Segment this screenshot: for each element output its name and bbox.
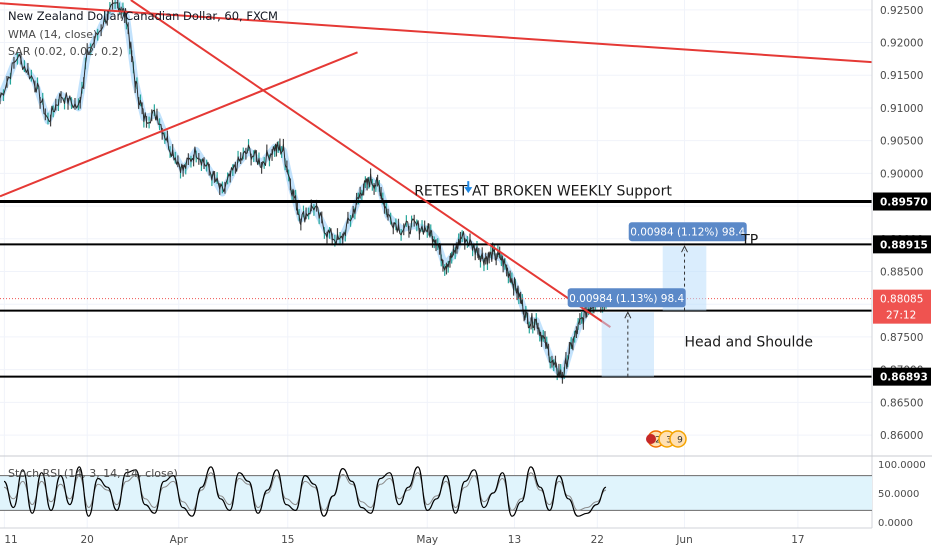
support-resistance-levels[interactable] <box>0 200 872 378</box>
annotations[interactable]: RETEST AT BROKEN WEEKLY Support TP Head an… <box>414 181 813 351</box>
event-badge-label-1: 3 <box>666 436 672 446</box>
level-tag-bg-3 <box>873 367 931 386</box>
time-axis[interactable]: 11 20 Apr 15 May 13 22 Jun 17 <box>4 534 804 546</box>
measure-label-bg-0 <box>628 222 747 242</box>
y-tick-10: 0.87500 <box>880 332 923 344</box>
price-line <box>0 2 607 379</box>
stoch-y-tick-0: 100.0000 <box>878 460 926 471</box>
stoch-legend[interactable]: Stoch RSI (14, 3, 14, 14, close) <box>8 467 178 480</box>
y-tick-13: 0.86000 <box>880 430 923 442</box>
event-badge-2[interactable] <box>669 430 687 448</box>
x-tick-0: 11 <box>4 534 17 546</box>
price-axis-bg <box>872 0 932 550</box>
level-tag-1[interactable]: 0.88915 <box>880 239 928 251</box>
event-badge-label-0: 2 <box>655 436 661 446</box>
x-tick-6: 22 <box>591 534 604 546</box>
stoch-y-tick-2: 0.0000 <box>878 518 913 529</box>
y-tick-8: 0.88500 <box>880 267 923 279</box>
price-axis[interactable]: 0.92500 0.92000 0.91500 0.91000 0.90500 0.900… <box>873 5 931 529</box>
event-badge-label-2: 9 <box>677 436 683 446</box>
stoch-k-line <box>3 466 607 517</box>
y-tick-4: 0.90500 <box>880 136 923 148</box>
level-tag-bg-0 <box>873 192 931 211</box>
stoch-rsi-pane <box>0 466 872 517</box>
sar-legend[interactable]: SAR (0.02, 0.02, 0.2) <box>8 45 123 58</box>
y-tick-1: 0.92000 <box>880 38 923 50</box>
current-price-tag-bg <box>873 289 931 324</box>
level-tag-0[interactable]: 0.89570 <box>880 197 928 209</box>
measure-label-bg-1 <box>567 288 686 308</box>
annotation-0[interactable]: RETEST AT BROKEN WEEKLY Support <box>414 184 672 200</box>
trendline-0[interactable] <box>130 0 611 328</box>
measure-label-0: 0.00984 (1.12%) 98.4 <box>630 227 745 239</box>
level-tag-3[interactable]: 0.86893 <box>880 372 928 384</box>
level-tag-bg-1 <box>873 235 931 254</box>
x-tick-7: Jun <box>675 534 692 546</box>
measure-arrow-head-1 <box>624 311 632 319</box>
countdown-tag: 27:12 <box>886 310 916 322</box>
wma-legend[interactable]: WMA (14, close) <box>8 28 97 41</box>
x-tick-3: 15 <box>281 534 294 546</box>
y-tick-2: 0.91500 <box>880 70 923 82</box>
measure-tools[interactable]: 0.00984 (1.12%) 98.4 0.00984 (1.13%) 98.4 <box>567 222 747 377</box>
legend[interactable]: New Zealand Dollar/Canadian Dollar, 60, … <box>8 9 278 58</box>
x-tick-2: Apr <box>170 534 189 546</box>
x-tick-8: 17 <box>791 534 804 546</box>
trendline-1[interactable] <box>0 51 358 198</box>
flag-icon <box>646 434 656 444</box>
annotation-1[interactable]: TP <box>740 233 758 249</box>
stoch-band <box>0 475 872 511</box>
measure-label-1: 0.00984 (1.13%) 98.4 <box>569 293 684 305</box>
y-tick-5: 0.90000 <box>880 168 923 180</box>
trendlines[interactable] <box>0 0 873 328</box>
symbol-title[interactable]: New Zealand Dollar/Canadian Dollar, 60, … <box>8 9 278 23</box>
x-tick-4: May <box>416 534 438 546</box>
y-tick-12: 0.86500 <box>880 397 923 409</box>
current-price-tag[interactable]: 0.88085 <box>880 294 923 306</box>
stoch-y-tick-1: 50.0000 <box>878 489 919 500</box>
arrow-down-icon <box>464 181 473 194</box>
annotation-2[interactable]: Head and Shoulde <box>685 335 813 351</box>
trendline-2[interactable] <box>0 2 873 64</box>
x-tick-1: 20 <box>81 534 94 546</box>
y-tick-3: 0.91000 <box>880 103 923 115</box>
x-tick-5: 13 <box>508 534 521 546</box>
measure-arrow-head-0 <box>681 245 688 253</box>
y-tick-0: 0.92500 <box>880 5 923 17</box>
